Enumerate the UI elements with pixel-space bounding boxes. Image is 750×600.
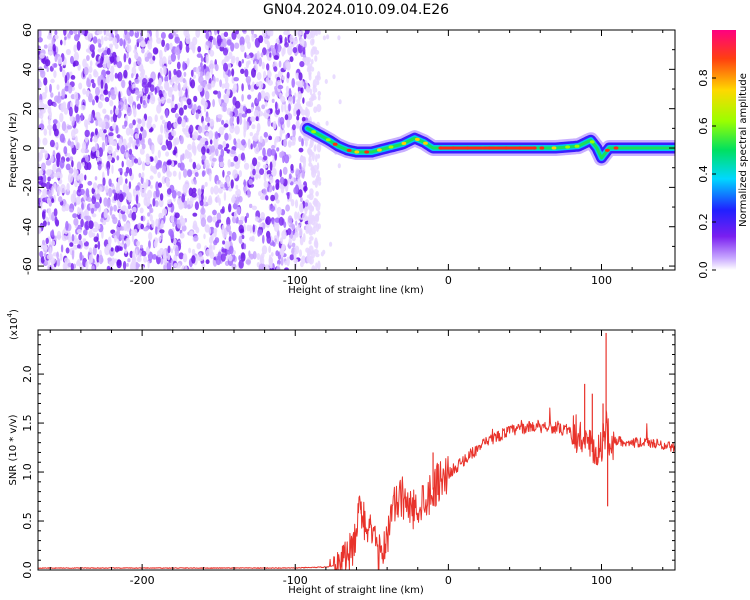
y-tick-label: 0.0 xyxy=(21,561,34,579)
spectrogram-content xyxy=(38,30,675,270)
snr-multiplier-base: (x10 xyxy=(9,317,20,340)
colorbar-tick-label: 0.2 xyxy=(697,213,710,231)
snr-line xyxy=(38,407,675,570)
snr-multiplier-close: ) xyxy=(9,309,20,313)
y-tick-label: 1.0 xyxy=(21,463,34,481)
y-tick-label: 2.0 xyxy=(21,365,34,383)
snr-ylabel: SNR (10 * v/v) xyxy=(8,414,19,485)
noise-speckle xyxy=(38,30,344,270)
x-tick-label: -200 xyxy=(130,574,155,587)
spectrogram-xlabel: Height of straight line (km) xyxy=(288,285,424,296)
colorbar-tick-label: 0.0 xyxy=(697,261,710,279)
x-tick-label: -200 xyxy=(130,274,155,287)
snr-multiplier-exp: 4 xyxy=(6,312,14,317)
x-tick-label: 0 xyxy=(445,274,452,287)
y-tick-label: -20 xyxy=(21,178,34,196)
snr-ticks: -200 -100 0 100 0.0 0.5 1.0 1.5 2.0 xyxy=(21,330,675,587)
colorbar-tick-label: 0.4 xyxy=(697,165,710,183)
ridge-peak-band xyxy=(440,146,533,150)
y-tick-label: 0 xyxy=(21,145,34,152)
ridge-hotspots xyxy=(311,130,619,154)
x-tick-label: -100 xyxy=(283,574,308,587)
x-tick-label: 100 xyxy=(591,274,612,287)
y-tick-label: -40 xyxy=(21,218,34,236)
colorbar-label: Normalized spectral amplitude xyxy=(738,73,749,227)
y-tick-label: 1.5 xyxy=(21,414,34,432)
x-tick-label: 0 xyxy=(445,574,452,587)
snr-xlabel: Height of straight line (km) xyxy=(288,585,424,596)
colorbar: 0.0 0.2 0.4 0.6 0.8 Normalized spectral ampl… xyxy=(697,30,749,279)
colorbar-gradient xyxy=(712,30,736,270)
x-tick-label: 100 xyxy=(591,574,612,587)
colorbar-tick-label: 0.8 xyxy=(697,69,710,87)
svg-text:(x104): (x104) xyxy=(6,309,20,340)
colorbar-tick-label: 0.6 xyxy=(697,117,710,135)
snr-panel: -200 -100 0 100 0.0 0.5 1.0 1.5 2.0 Height of st… xyxy=(6,309,676,596)
x-tick-label: -100 xyxy=(283,274,308,287)
y-tick-label: -60 xyxy=(21,257,34,275)
y-tick-label: 20 xyxy=(21,102,34,116)
figure-title: GN04.2024.010.09.04.E26 xyxy=(263,2,449,18)
y-tick-label: 40 xyxy=(21,62,34,76)
spectrogram-ylabel: Frequency (Hz) xyxy=(8,112,19,188)
snr-content xyxy=(38,332,675,570)
colorbar-ticks: 0.0 0.2 0.4 0.6 0.8 xyxy=(697,69,716,279)
y-tick-label: 60 xyxy=(21,23,34,37)
y-tick-label: 0.5 xyxy=(21,512,34,530)
snr-multiplier: (x104) xyxy=(6,309,20,340)
